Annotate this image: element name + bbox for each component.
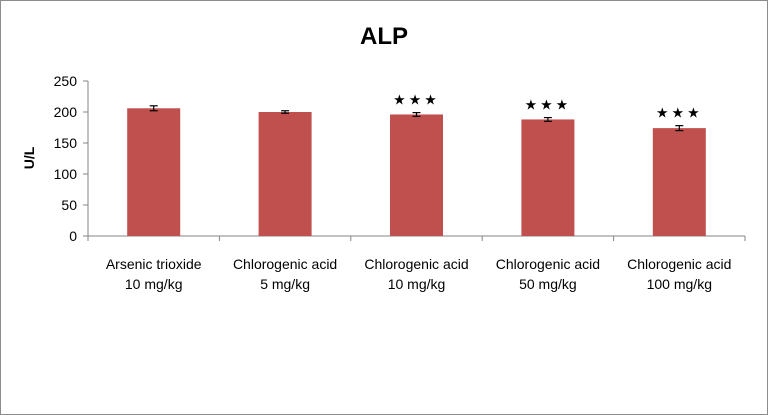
category-label: Chlorogenic acid [496,256,600,272]
bar [652,128,706,236]
bar [390,114,443,236]
chart-title: ALP [360,23,408,50]
y-tick-label: 50 [61,197,77,213]
category-label: Chlorogenic acid [627,256,731,272]
category-label: Chlorogenic acid [233,256,337,272]
category-label: Arsenic trioxide [106,256,202,272]
significance-marker: ★★★ [656,105,703,121]
category-label: 5 mg/kg [260,276,310,292]
y-tick-label: 100 [54,166,78,182]
y-tick-label: 200 [54,104,78,120]
bars: ★★★ ★★★ ★★★ [127,92,706,236]
y-tick-label: 0 [69,228,77,244]
category-labels: Arsenic trioxide 10 mg/kg Chlorogenic acid… [106,256,732,292]
bar [258,112,312,236]
category-label: 10 mg/kg [388,276,446,292]
category-label: Chlorogenic acid [364,256,468,272]
bar [127,108,181,236]
y-axis-label: U/L [21,146,37,169]
category-label: 10 mg/kg [125,276,183,292]
bar [521,119,575,236]
significance-marker: ★★★ [525,97,572,113]
y-tick-label: 150 [54,135,78,151]
category-label: 50 mg/kg [519,276,577,292]
category-label: 100 mg/kg [647,276,712,292]
y-tick-label: 250 [54,73,78,89]
significance-marker: ★★★ [393,92,440,108]
y-ticks: 0 50 100 150 200 250 [54,73,746,244]
